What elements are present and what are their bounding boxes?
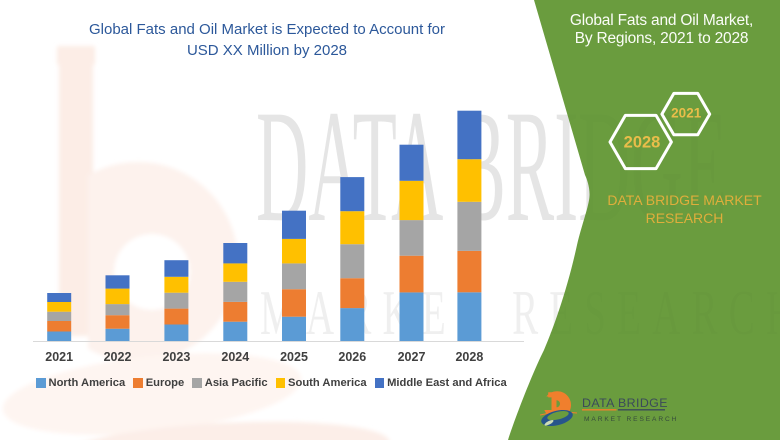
svg-text:MARKET RESEARCH: MARKET RESEARCH [260, 279, 780, 349]
svg-text:MARKET RESEARCH: MARKET RESEARCH [584, 416, 678, 423]
svg-text:2028: 2028 [624, 134, 661, 152]
svg-text:DATA BRIDGE: DATA BRIDGE [582, 396, 668, 410]
svg-text:2021: 2021 [671, 106, 702, 121]
